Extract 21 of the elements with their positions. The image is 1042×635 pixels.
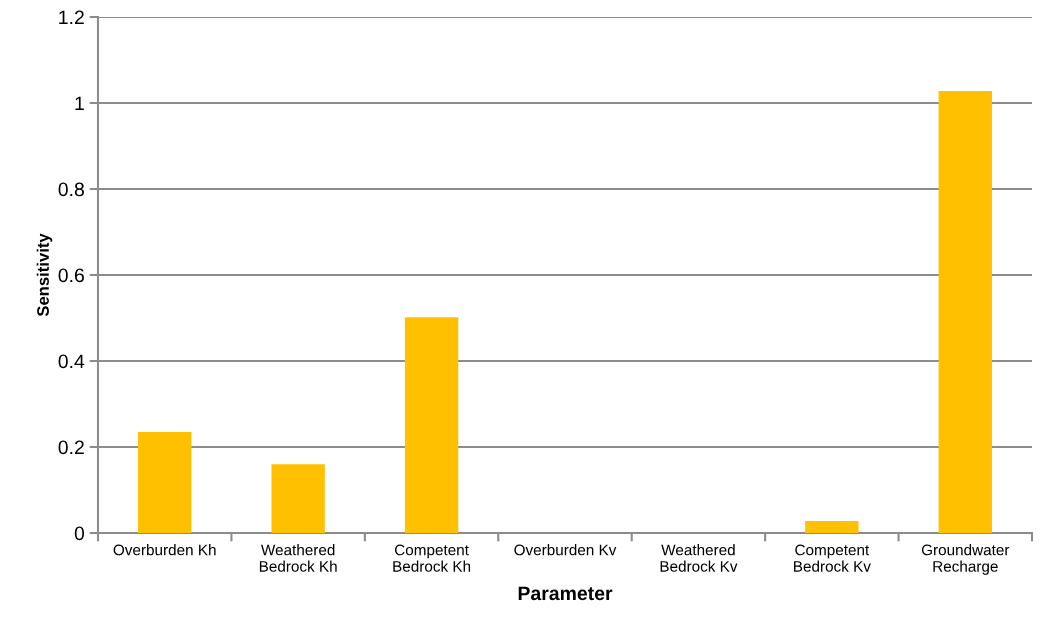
x-tick-label: Competent Bedrock Kv [794, 544, 871, 572]
y-tick-label: 0.6 [58, 268, 84, 283]
x-tick-label: Groundwater Recharge [921, 544, 1010, 575]
x-tick-label: Overburden Kh [113, 544, 216, 556]
bar [805, 520, 859, 533]
bar [271, 464, 325, 533]
y-tick-label: 1 [75, 96, 84, 111]
x-tick-label: Weathered Bedrock Kv [660, 544, 738, 572]
y-tick-label: 0 [74, 526, 85, 541]
y-tick-label: 0.4 [58, 354, 85, 369]
bar [404, 317, 459, 533]
x-tick-label: Competent Bedrock Kh [393, 544, 471, 572]
x-axis-title: Parameter [518, 586, 613, 601]
y-tick-label: 0.2 [58, 440, 84, 455]
x-tick-label: Overburden Kv [514, 544, 617, 556]
y-tick-label: 0.8 [58, 182, 84, 197]
y-tick-label: 1.2 [59, 10, 84, 25]
y-axis-title: Sensitivity [36, 233, 53, 317]
bar [138, 431, 192, 533]
bar [938, 90, 992, 533]
x-tick-label: Weathered Bedrock Kh [259, 544, 337, 572]
